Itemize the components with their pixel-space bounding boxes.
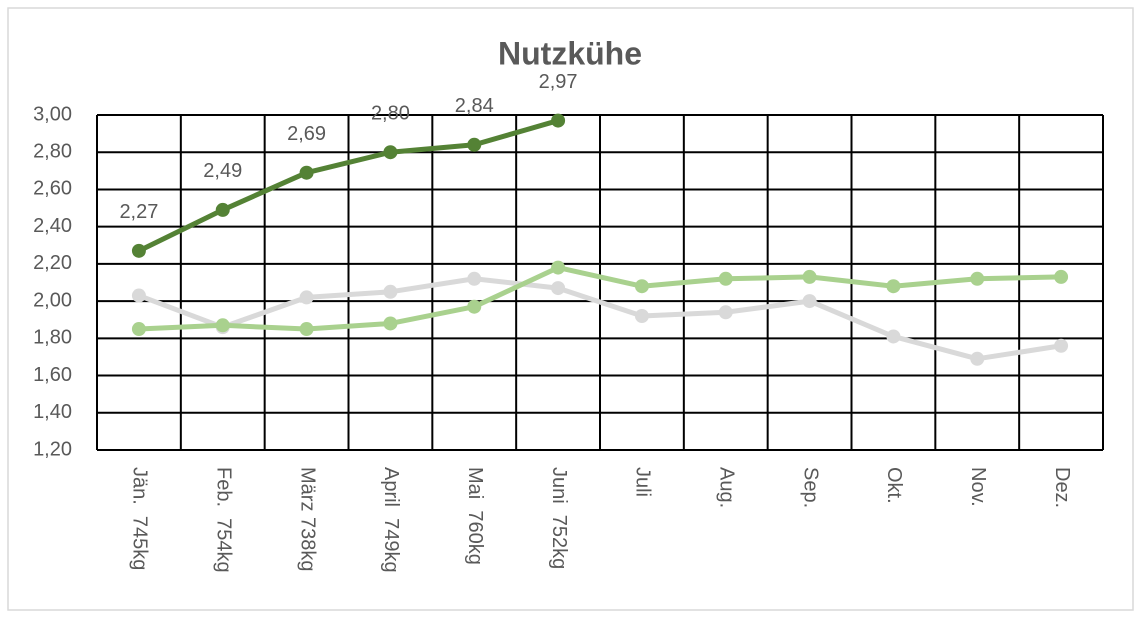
data-point — [131, 243, 146, 258]
data-point — [970, 351, 985, 366]
data-point — [802, 294, 817, 309]
data-point — [215, 318, 230, 333]
data-point — [383, 284, 398, 299]
data-point — [131, 288, 146, 303]
data-point — [299, 290, 314, 305]
y-tick-label: 2,80 — [33, 141, 72, 163]
y-tick-label: 2,20 — [33, 252, 72, 274]
y-tick-label: 2,40 — [33, 215, 72, 237]
x-tick-label: März 738kg — [296, 467, 318, 572]
data-point — [718, 305, 733, 320]
data-point — [886, 279, 901, 294]
data-point — [299, 322, 314, 337]
x-tick-label: Dez. — [1051, 467, 1073, 508]
x-tick-label: Jän. 745kg — [129, 467, 151, 570]
x-tick-label: Mai 760kg — [464, 467, 486, 565]
data-point — [383, 145, 398, 160]
data-point — [634, 279, 649, 294]
y-tick-label: 2,60 — [33, 178, 72, 200]
y-tick-label: 2,00 — [33, 289, 72, 311]
chart-title: Nutzkühe — [498, 35, 642, 71]
x-tick-label: Juli — [632, 467, 654, 497]
data-point — [215, 202, 230, 217]
data-label: 2,97 — [539, 71, 578, 93]
x-tick-label: Okt. — [883, 467, 905, 504]
y-tick-label: 1,80 — [33, 327, 72, 349]
y-tick-label: 3,00 — [33, 103, 72, 125]
data-point — [383, 316, 398, 331]
x-tick-label: Sep. — [799, 467, 821, 508]
y-tick-label: 1,20 — [33, 438, 72, 460]
data-point — [551, 260, 566, 275]
data-label: 2,49 — [203, 160, 242, 182]
data-point — [718, 271, 733, 286]
data-point — [1054, 338, 1069, 353]
x-tick-label: Juni 752kg — [548, 467, 570, 569]
y-tick-label: 1,40 — [33, 401, 72, 423]
data-point — [634, 309, 649, 323]
data-point — [467, 299, 482, 314]
data-label: 2,69 — [287, 123, 326, 145]
series-line — [138, 276, 1062, 362]
data-point — [970, 271, 985, 286]
data-point — [131, 322, 146, 337]
x-tick-label: April 749kg — [380, 467, 402, 573]
data-point — [551, 281, 566, 296]
data-label: 2,84 — [455, 95, 494, 117]
x-tick-label: Nov. — [967, 467, 989, 507]
y-tick-label: 1,60 — [33, 364, 72, 386]
data-point — [467, 137, 482, 152]
series-line — [137, 118, 559, 254]
data-point — [299, 165, 314, 180]
data-label: 2,80 — [371, 103, 410, 125]
data-label: 2,27 — [119, 201, 158, 223]
chart-frame — [7, 7, 1134, 611]
data-point — [467, 271, 482, 286]
data-point — [886, 329, 901, 344]
series-line — [138, 265, 1062, 332]
data-point — [802, 269, 817, 284]
data-point — [1054, 269, 1069, 284]
x-tick-label: Aug. — [715, 467, 737, 508]
x-tick-label: Feb. 754kg — [212, 467, 234, 573]
data-point — [551, 113, 566, 128]
